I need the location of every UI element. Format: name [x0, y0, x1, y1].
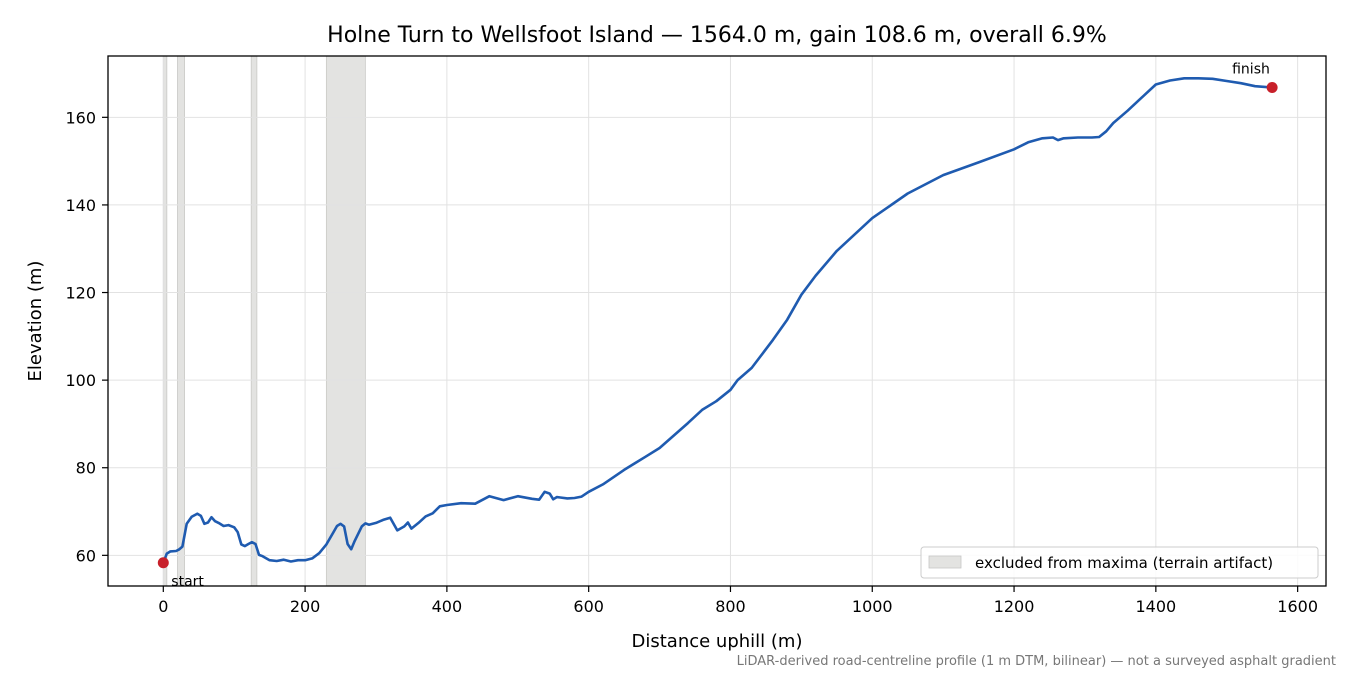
- y-tick-label: 160: [65, 108, 96, 127]
- y-tick-label: 120: [65, 284, 96, 303]
- excluded-range-3: [250, 55, 258, 587]
- chart-title: Holne Turn to Wellsfoot Island — 1564.0 …: [327, 23, 1107, 48]
- y-tick-label: 80: [76, 459, 96, 478]
- x-axis-label: Distance uphill (m): [632, 631, 803, 652]
- series-layer: [162, 77, 1273, 564]
- elevation-series-line: [162, 77, 1273, 564]
- plot-frame: [107, 55, 1327, 587]
- endpoint-markers: start finish: [157, 62, 1278, 590]
- y-axis-label: Elevation (m): [25, 261, 46, 382]
- y-tick-label: 60: [76, 546, 96, 565]
- excluded-ranges: [162, 55, 366, 587]
- start-label: start: [171, 574, 204, 590]
- excluded-range-1: [162, 55, 168, 587]
- legend: excluded from maxima (terrain artifact): [920, 546, 1319, 579]
- y-tick-label: 100: [65, 371, 96, 390]
- finish-marker: [1266, 82, 1278, 94]
- x-tick-label: 200: [290, 597, 321, 616]
- x-tick-label: 800: [715, 597, 746, 616]
- x-tick-label: 400: [432, 597, 463, 616]
- x-tick-label: 1400: [1135, 597, 1176, 616]
- excluded-range-2: [177, 55, 185, 587]
- excluded-range-4: [325, 55, 366, 587]
- x-tick-label: 1600: [1277, 597, 1318, 616]
- x-tick-label: 1000: [852, 597, 893, 616]
- footnote: LiDAR-derived road-centreline profile (1…: [737, 654, 1336, 669]
- y-tick-label: 140: [65, 196, 96, 215]
- grid: [108, 56, 1326, 586]
- x-tick-label: 0: [158, 597, 168, 616]
- axis-ticks: 0 200 400 600 800 1000 1200 1400 1600 60 80 100 120 1…: [65, 108, 1318, 616]
- start-marker: [157, 557, 169, 569]
- legend-box: [920, 546, 1319, 579]
- legend-entry-excluded: excluded from maxima (terrain artifact): [975, 554, 1273, 572]
- x-tick-label: 1200: [994, 597, 1035, 616]
- finish-label: finish: [1232, 62, 1270, 78]
- legend-swatch-excluded: [928, 555, 962, 569]
- x-tick-label: 600: [573, 597, 604, 616]
